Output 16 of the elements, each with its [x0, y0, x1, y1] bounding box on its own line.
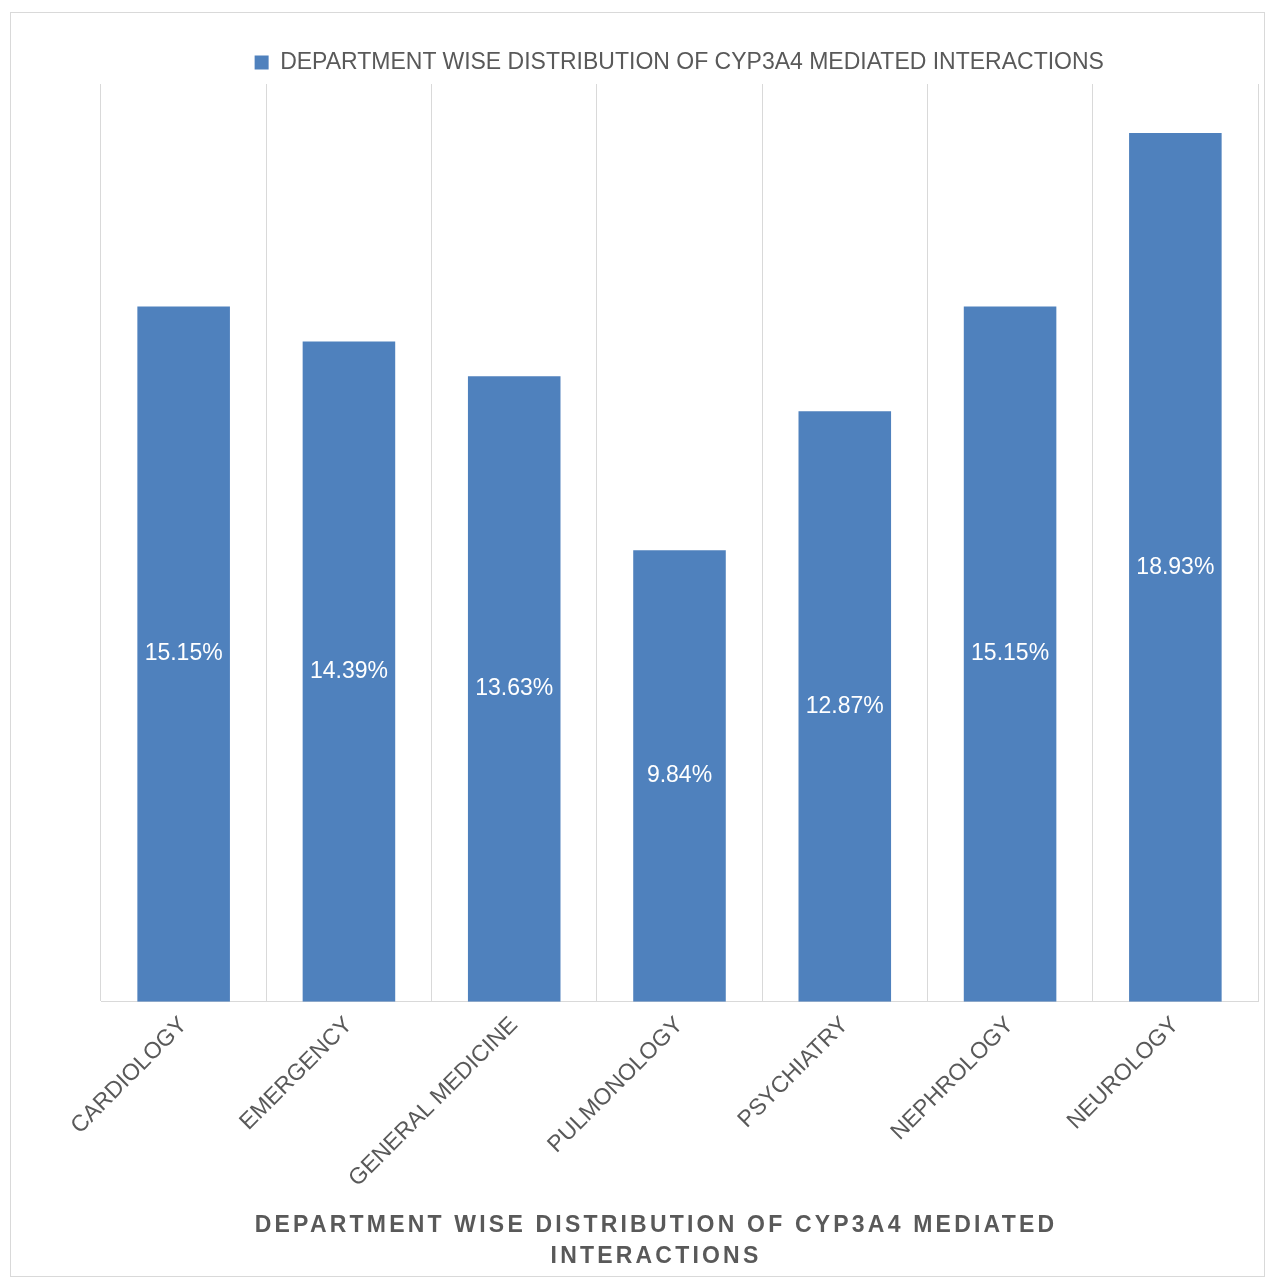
data-label: 18.93%	[1136, 552, 1215, 579]
data-label: 15.15%	[971, 639, 1050, 666]
data-label: 14.39%	[309, 656, 388, 683]
legend-label: DEPARTMENT WISE DISTRIBUTION OF CYP3A4 MEDIATED INTERACTIONS	[280, 47, 1104, 74]
data-label: 12.87%	[805, 691, 884, 718]
bar	[798, 411, 892, 1002]
x-axis-title: DEPARTMENT WISE DISTRIBUTION OF CYP3A4 MEDIATED INTERACTIONS	[253, 1210, 1059, 1270]
data-label: 15.15%	[144, 639, 223, 666]
bar	[137, 306, 230, 1002]
bar	[302, 341, 396, 1002]
bar	[467, 376, 561, 1002]
bar	[963, 306, 1057, 1002]
bar	[1129, 133, 1222, 1002]
data-label: 9.84%	[646, 761, 713, 788]
data-label: 13.63%	[475, 674, 554, 701]
bar	[633, 550, 726, 1002]
